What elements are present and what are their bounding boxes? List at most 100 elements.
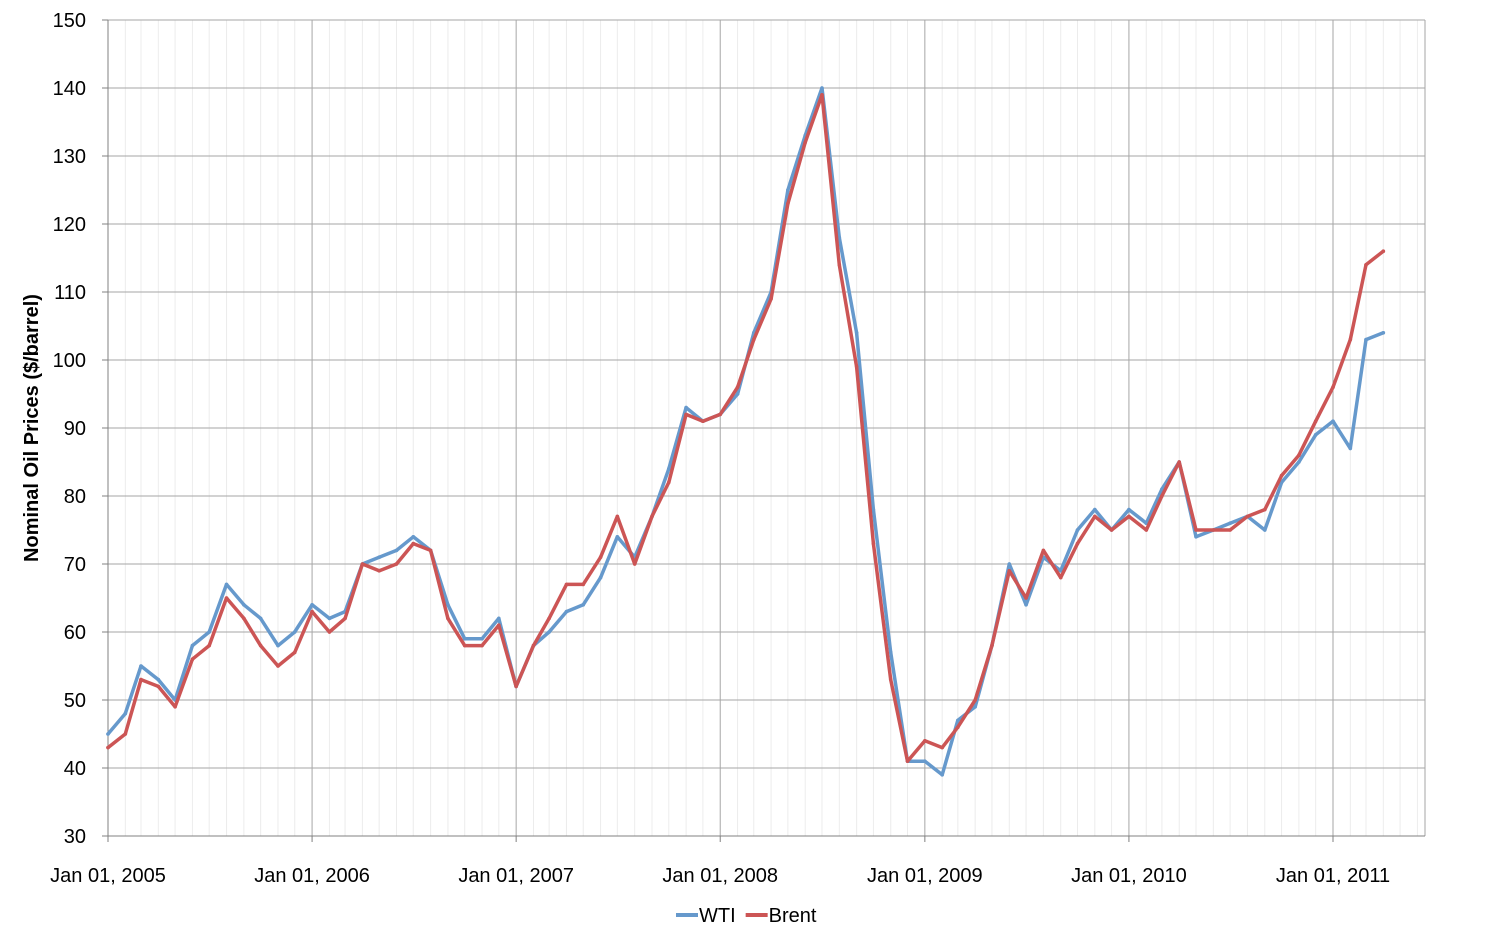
- data-point-wti: [1297, 460, 1301, 464]
- data-point-brent: [615, 514, 620, 519]
- data-point-wti: [547, 630, 551, 634]
- data-point-brent: [684, 412, 688, 417]
- data-point-brent: [581, 582, 586, 587]
- data-point-wti: [854, 331, 859, 335]
- y-tick-label: 70: [64, 554, 86, 576]
- data-point-wti: [446, 603, 450, 607]
- data-point-wti: [190, 643, 195, 648]
- y-tick-label: 80: [64, 486, 86, 508]
- data-point-wti: [1381, 331, 1386, 335]
- data-point-brent: [1109, 528, 1114, 532]
- y-tick-label: 30: [64, 826, 86, 848]
- data-point-brent: [888, 677, 893, 682]
- data-point-brent: [769, 297, 773, 301]
- data-point-brent: [973, 698, 977, 702]
- data-point-brent: [106, 745, 110, 750]
- data-point-brent: [343, 616, 347, 621]
- data-point-brent: [786, 201, 790, 206]
- data-point-brent: [1093, 514, 1097, 519]
- data-point-brent: [139, 677, 143, 682]
- data-point-brent: [1348, 337, 1353, 342]
- data-point-brent: [598, 555, 603, 559]
- data-point-wti: [462, 637, 467, 641]
- data-point-wti: [666, 467, 671, 471]
- data-point-brent: [1160, 494, 1164, 498]
- x-tick-label: Jan 01, 2009: [867, 865, 983, 887]
- data-point-wti: [497, 616, 501, 621]
- data-point-brent: [940, 745, 944, 750]
- data-point-brent: [310, 609, 314, 614]
- y-tick-label: 60: [64, 622, 86, 644]
- data-point-brent: [803, 140, 808, 145]
- data-point-brent: [1127, 514, 1131, 519]
- data-point-brent: [156, 684, 161, 689]
- data-point-wti: [973, 705, 977, 709]
- data-point-brent: [650, 514, 654, 519]
- data-point-wti: [615, 535, 620, 539]
- data-point-brent: [1194, 528, 1198, 532]
- data-point-wti: [224, 582, 229, 587]
- series-layer: [106, 86, 1386, 777]
- data-point-wti: [480, 637, 484, 641]
- data-point-wti: [735, 392, 740, 396]
- data-point-wti: [292, 630, 297, 634]
- data-point-brent: [327, 630, 332, 634]
- data-point-wti: [956, 718, 960, 723]
- data-point-wti: [1075, 528, 1080, 532]
- data-point-wti: [411, 535, 416, 539]
- legend-label-brent: Brent: [769, 905, 817, 927]
- y-tick-label: 110: [54, 282, 86, 304]
- data-point-brent: [990, 643, 994, 648]
- data-point-brent: [224, 596, 229, 600]
- data-point-brent: [1177, 460, 1182, 464]
- data-point-wti: [564, 609, 569, 614]
- data-point-wti: [837, 235, 842, 240]
- data-point-brent: [923, 739, 927, 743]
- y-tick-label: 50: [64, 690, 86, 712]
- data-point-wti: [276, 643, 280, 648]
- data-point-brent: [1211, 528, 1216, 532]
- data-point-brent: [1279, 473, 1284, 478]
- data-point-wti: [820, 86, 824, 90]
- y-tick-label: 130: [53, 146, 86, 168]
- x-tick-label: Jan 01, 2010: [1071, 865, 1187, 887]
- data-point-brent: [837, 263, 842, 267]
- x-axis-tick-labels: Jan 01, 2005 Jan 01, 2006 Jan 01, 2007 Jan …: [50, 836, 1390, 887]
- data-point-wti: [156, 677, 161, 682]
- data-point-brent: [1262, 507, 1267, 512]
- data-point-brent: [1007, 569, 1012, 573]
- data-point-brent: [207, 643, 211, 648]
- data-point-wti: [1024, 603, 1028, 607]
- data-point-brent: [173, 705, 177, 709]
- data-point-brent: [751, 337, 756, 342]
- data-point-brent: [446, 616, 450, 621]
- data-point-brent: [701, 419, 705, 424]
- data-point-brent: [871, 541, 876, 546]
- data-point-wti: [581, 603, 586, 607]
- data-point-wti: [1093, 507, 1097, 512]
- x-tick-label: Jan 01, 2007: [458, 865, 574, 887]
- data-point-brent: [1075, 541, 1080, 546]
- data-point-wti: [327, 616, 332, 621]
- data-point-brent: [514, 684, 518, 689]
- data-point-wti: [1364, 337, 1368, 342]
- data-point-brent: [123, 732, 128, 736]
- data-point-wti: [1194, 535, 1198, 539]
- data-point-brent: [462, 643, 467, 648]
- data-point-wti: [123, 711, 128, 716]
- data-point-brent: [666, 480, 671, 485]
- data-point-brent: [428, 548, 433, 553]
- x-tick-label: Jan 01, 2011: [1276, 865, 1390, 887]
- data-point-brent: [632, 562, 637, 566]
- data-point-brent: [956, 725, 960, 729]
- y-tick-label: 140: [53, 78, 86, 100]
- data-point-brent: [1313, 419, 1318, 424]
- data-point-brent: [1024, 596, 1028, 600]
- data-point-wti: [139, 664, 143, 668]
- data-point-wti: [1331, 419, 1335, 424]
- data-point-brent: [1041, 548, 1046, 553]
- data-point-wti: [310, 603, 314, 607]
- data-point-wti: [1058, 569, 1063, 573]
- data-point-wti: [598, 575, 603, 580]
